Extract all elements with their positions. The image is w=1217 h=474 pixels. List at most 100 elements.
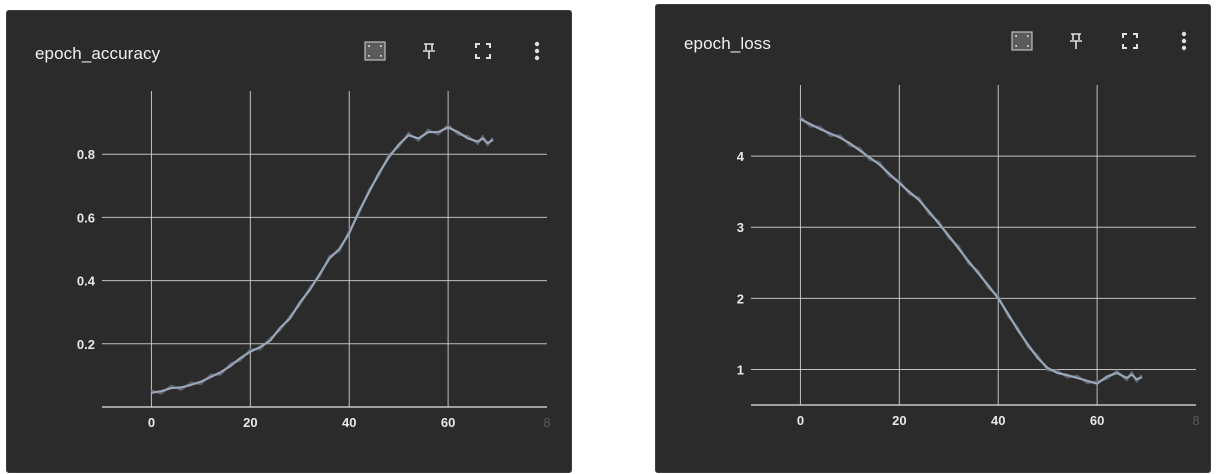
y-tick-label: 0.2 xyxy=(77,337,95,352)
data-point xyxy=(437,131,440,133)
chart-toolbar xyxy=(335,37,551,65)
data-point xyxy=(839,136,841,139)
data-point xyxy=(239,357,242,359)
fit-domain-button[interactable] xyxy=(1008,27,1036,55)
data-point xyxy=(481,137,484,140)
data-point xyxy=(407,134,410,137)
data-point xyxy=(997,297,1000,300)
data-point xyxy=(967,260,970,263)
data-point xyxy=(279,327,281,329)
y-tick-label: 2 xyxy=(737,291,744,306)
data-point xyxy=(1116,372,1118,374)
y-tick-label: 0.8 xyxy=(77,147,95,162)
data-point xyxy=(957,247,960,250)
data-point xyxy=(378,172,380,174)
data-point xyxy=(338,248,341,250)
y-tick-label: 0.6 xyxy=(77,210,95,225)
data-point xyxy=(1046,367,1049,369)
data-point xyxy=(249,350,252,353)
data-point xyxy=(289,317,291,320)
chart-title: epoch_accuracy xyxy=(35,44,161,63)
data-point xyxy=(491,139,494,141)
pin-button[interactable] xyxy=(415,37,443,65)
data-point xyxy=(1125,377,1128,379)
y-tick-label: 4 xyxy=(737,149,745,164)
chart-card-epoch-loss: epoch_loss 0 20 40 60 8 1 2 3 4 xyxy=(655,4,1211,473)
data-point xyxy=(358,210,360,212)
data-point xyxy=(799,118,802,120)
series-raw-line xyxy=(799,115,1143,385)
chart-toolbar xyxy=(982,27,1198,55)
fullscreen-button[interactable] xyxy=(1116,27,1144,55)
fullscreen-icon xyxy=(475,43,491,59)
data-point xyxy=(298,301,301,304)
data-point xyxy=(150,391,153,394)
fullscreen-icon xyxy=(1122,33,1138,49)
more-vert-icon xyxy=(534,41,540,61)
data-point xyxy=(387,156,390,159)
y-tick-label: 3 xyxy=(737,220,744,235)
x-tick-label: 60 xyxy=(1090,413,1104,428)
data-point xyxy=(928,210,930,213)
data-point xyxy=(1027,343,1029,346)
data-point xyxy=(898,182,901,184)
data-point xyxy=(858,149,861,152)
data-point xyxy=(849,142,851,145)
data-point xyxy=(938,222,940,225)
data-point xyxy=(878,163,881,166)
data-point xyxy=(1106,375,1108,378)
data-point xyxy=(209,376,212,378)
fullscreen-button[interactable] xyxy=(469,37,497,65)
y-tick-label: 1 xyxy=(737,362,744,377)
data-point xyxy=(1130,373,1133,376)
data-point xyxy=(219,371,222,374)
data-point xyxy=(819,128,822,130)
data-point xyxy=(160,390,163,393)
x-tick-label: 8 xyxy=(543,415,550,430)
x-tick-label: 0 xyxy=(797,413,804,428)
data-point xyxy=(308,289,311,291)
fit-domain-icon xyxy=(1011,31,1033,51)
data-point xyxy=(427,131,430,133)
pin-icon xyxy=(1070,33,1082,49)
data-point xyxy=(947,234,950,237)
data-point xyxy=(1066,374,1069,376)
data-point xyxy=(888,173,891,175)
data-point xyxy=(1036,357,1039,359)
x-tick-label: 20 xyxy=(892,413,906,428)
data-point xyxy=(328,257,331,260)
more-options-button[interactable] xyxy=(1170,27,1198,55)
data-point xyxy=(467,137,469,140)
more-options-button[interactable] xyxy=(523,37,551,65)
pin-button[interactable] xyxy=(1062,27,1090,55)
data-point xyxy=(200,380,202,383)
data-point xyxy=(397,143,400,146)
data-point xyxy=(1096,382,1098,385)
data-point xyxy=(447,126,449,129)
data-point xyxy=(977,272,980,275)
data-point xyxy=(170,387,173,389)
series-line xyxy=(151,126,494,394)
pin-icon xyxy=(423,43,435,59)
loss-plot[interactable]: 0 20 40 60 8 1 2 3 4 xyxy=(656,5,1212,474)
more-vert-icon xyxy=(1181,31,1187,51)
data-point xyxy=(348,232,351,234)
x-tick-label: 0 xyxy=(148,415,155,430)
accuracy-plot[interactable]: 0 20 40 60 8 0.2 0.4 0.6 0.8 xyxy=(7,11,573,474)
data-point xyxy=(368,191,370,193)
data-point xyxy=(190,384,192,386)
data-point xyxy=(417,137,420,140)
data-point xyxy=(318,273,321,276)
x-tick-label: 8 xyxy=(1192,413,1199,428)
x-tick-label: 20 xyxy=(243,415,257,430)
fit-domain-button[interactable] xyxy=(361,37,389,65)
chart-title: epoch_loss xyxy=(684,34,772,53)
data-point xyxy=(1056,372,1059,374)
series-line xyxy=(799,118,1143,385)
data-point xyxy=(259,346,262,348)
data-point xyxy=(1017,329,1019,332)
data-point xyxy=(987,284,990,287)
series-raw-line xyxy=(151,123,494,395)
data-point xyxy=(1135,378,1138,381)
data-point xyxy=(486,142,489,144)
